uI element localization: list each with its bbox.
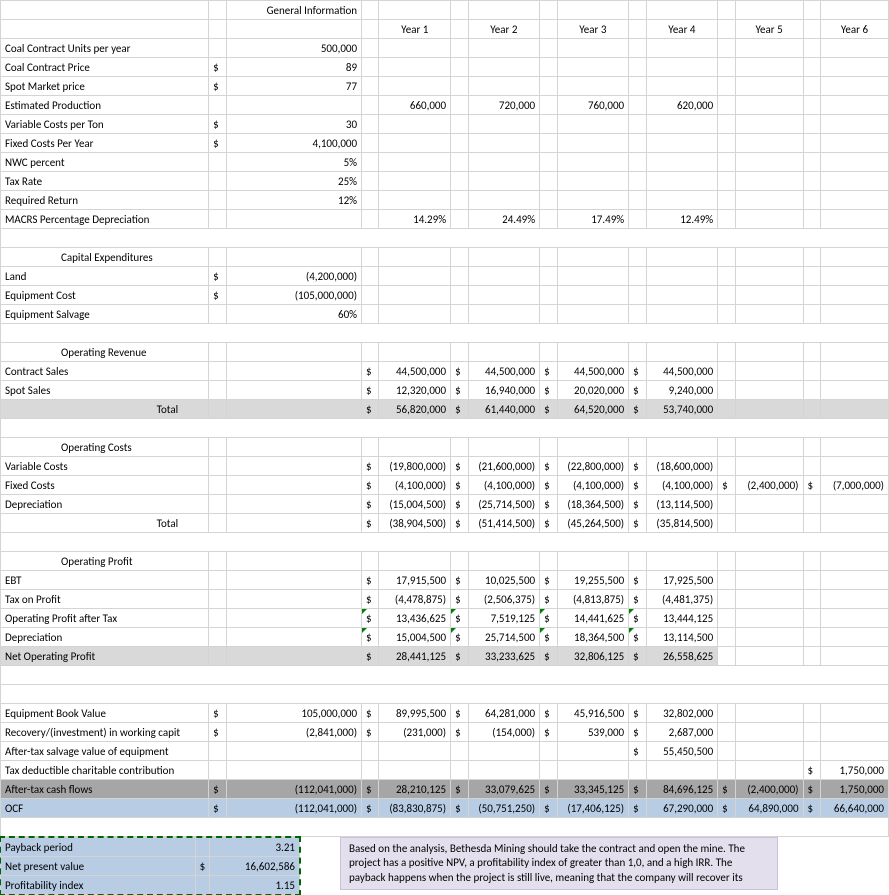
spreadsheet: General Information Year 1 Year 2 Year 3… (0, 0, 889, 837)
pi-label: Profitability index (1, 876, 196, 895)
prod-label: Estimated Production (1, 96, 209, 115)
units-val: 500,000 (226, 39, 361, 58)
year6-header: Year 6 (820, 20, 888, 39)
pi-val: 1.15 (210, 876, 300, 895)
npv-label: Net present value (1, 857, 196, 876)
payback-val: 3.21 (210, 838, 300, 857)
title-row: General Information (1, 1, 889, 20)
year4-header: Year 4 (646, 20, 718, 39)
profit-title: Operating Profit (1, 552, 209, 571)
spot-val: 77 (226, 77, 361, 96)
nwc-label: NWC percent (1, 153, 209, 172)
year-header-row: Year 1 Year 2 Year 3 Year 4 Year 5 Year … (1, 20, 889, 39)
fixc-label: Fixed Costs Per Year (1, 134, 209, 153)
macrs-label: MACRS Percentage Depreciation (1, 210, 209, 229)
year1-header: Year 1 (379, 20, 451, 39)
analysis-note: Based on the analysis, Bethesda Mining s… (340, 837, 778, 890)
spot-label: Spot Market price (1, 77, 209, 96)
rev-title: Operating Revenue (1, 343, 209, 362)
year5-header: Year 5 (735, 20, 803, 39)
cost-title: Operating Costs (1, 438, 209, 457)
payback-label: Payback period (1, 838, 196, 857)
general-info-title: General Information (226, 1, 361, 20)
price-label: Coal Contract Price (1, 58, 209, 77)
npv-val: 16,602,586 (210, 857, 300, 876)
year3-header: Year 3 (557, 20, 629, 39)
tax-label: Tax Rate (1, 172, 209, 191)
capex-title: Capital Expenditures (1, 248, 209, 267)
ret-label: Required Return (1, 191, 209, 210)
units-label: Coal Contract Units per year (1, 39, 209, 58)
year2-header: Year 2 (468, 20, 540, 39)
price-val: 89 (226, 58, 361, 77)
varc-label: Variable Costs per Ton (1, 115, 209, 134)
summary-box: Payback period3.21 Net present value$16,… (0, 837, 300, 895)
